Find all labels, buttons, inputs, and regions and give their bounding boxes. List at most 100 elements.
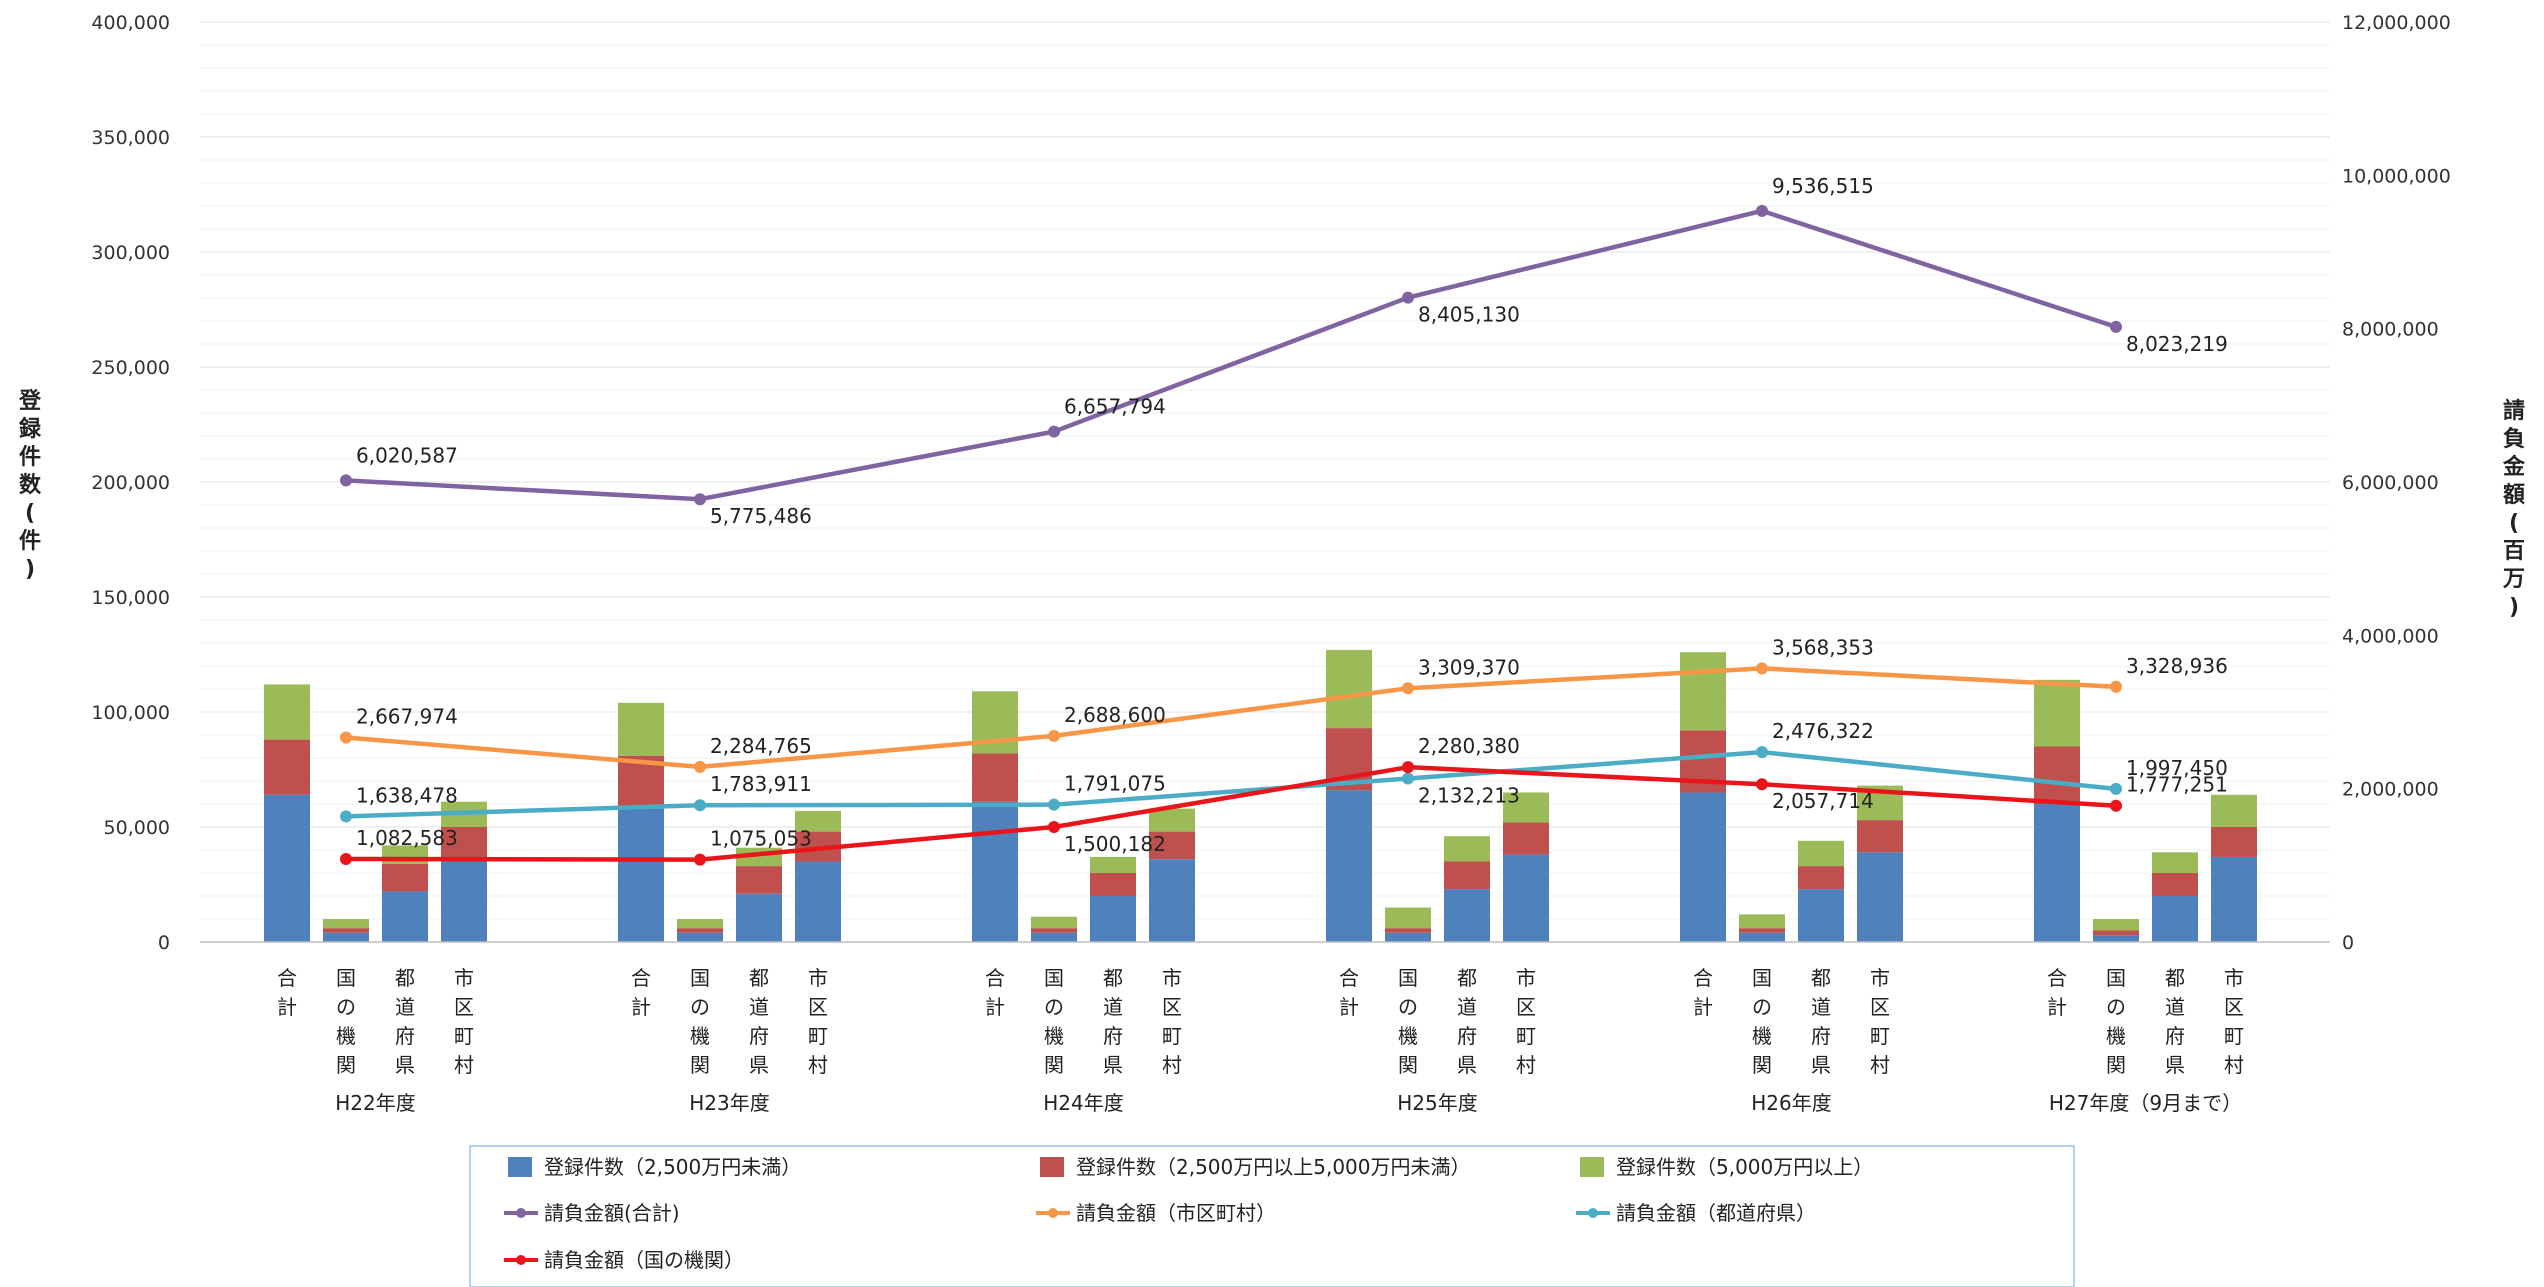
- category-label: 町: [1162, 1024, 1182, 1048]
- left-tick-label: 250,000: [91, 357, 170, 379]
- category-label: 村: [1516, 1053, 1536, 1077]
- category-label: 合: [631, 966, 651, 990]
- bar-segment: [2093, 930, 2139, 936]
- legend-label: 登録件数（5,000万円以上）: [1616, 1155, 1873, 1179]
- series-point: [340, 853, 352, 866]
- data-label: 2,057,714: [1772, 789, 1874, 813]
- data-label: 3,309,370: [1418, 655, 1520, 679]
- category-label: 計: [2047, 995, 2067, 1019]
- bar-segment: [264, 684, 310, 740]
- category-label: 国: [1398, 966, 1418, 990]
- category-label: の: [2106, 995, 2126, 1019]
- bar-segment: [2034, 679, 2080, 747]
- category-label: の: [690, 995, 710, 1019]
- legend-marker: [516, 1208, 526, 1218]
- bar-segment: [382, 863, 428, 892]
- bar-segment: [1680, 652, 1726, 731]
- category-label: 機: [336, 1024, 356, 1048]
- category-label: 関: [2106, 1053, 2126, 1077]
- category-label: 区: [454, 995, 474, 1019]
- category-label: 合: [277, 966, 297, 990]
- left-tick-label: 400,000: [91, 12, 170, 34]
- data-label: 1,082,583: [356, 826, 458, 850]
- data-label: 2,132,213: [1418, 784, 1520, 808]
- category-label: 国: [1044, 966, 1064, 990]
- group-label: H23年度: [689, 1091, 770, 1115]
- bars: [264, 649, 2257, 942]
- category-label: 機: [1752, 1024, 1772, 1048]
- category-label: 道: [1811, 995, 1831, 1019]
- category-label: 市: [1516, 966, 1536, 990]
- bar-segment: [1385, 907, 1431, 929]
- data-label: 1,783,911: [710, 772, 812, 796]
- series-point: [1048, 425, 1060, 438]
- category-label: 町: [2224, 1024, 2244, 1048]
- data-label: 2,280,380: [1418, 734, 1520, 758]
- category-label: 都: [1103, 966, 1123, 990]
- right-tick-label: 4,000,000: [2342, 625, 2439, 647]
- category-label: 村: [1162, 1053, 1182, 1077]
- bar-segment: [441, 861, 487, 942]
- data-label: 1,777,251: [2126, 773, 2228, 797]
- left-tick-label: 350,000: [91, 127, 170, 149]
- left-tick-label: 0: [158, 932, 170, 954]
- series-point: [340, 731, 352, 744]
- bar-segment: [1385, 928, 1431, 933]
- category-label: 市: [1870, 966, 1890, 990]
- series-point: [1048, 798, 1060, 811]
- series-point: [694, 853, 706, 866]
- category-label: 計: [1693, 995, 1713, 1019]
- bar-segment: [1444, 861, 1490, 890]
- category-label: 関: [1398, 1053, 1418, 1077]
- series-point: [1402, 682, 1414, 695]
- bar-segment: [2093, 935, 2139, 942]
- bar-segment: [1503, 792, 1549, 823]
- category-label: 区: [1516, 995, 1536, 1019]
- bar-segment: [1149, 808, 1195, 832]
- category-label: 市: [2224, 966, 2244, 990]
- bar-segment: [618, 702, 664, 756]
- bar-segment: [1149, 831, 1195, 860]
- data-label: 3,568,353: [1772, 635, 1874, 659]
- group-label: H25年度: [1397, 1091, 1478, 1115]
- category-label: 町: [1870, 1024, 1890, 1048]
- bar-segment: [323, 928, 369, 933]
- left-axis-title: 登録件数(件): [18, 389, 42, 582]
- category-label: 村: [454, 1053, 474, 1077]
- category-label: 町: [808, 1024, 828, 1048]
- category-label: 市: [1162, 966, 1182, 990]
- group-label: H24年度: [1043, 1091, 1124, 1115]
- lines: 6,020,587 5,775,486 6,657,794 8,405,130 9,53…: [340, 174, 2228, 866]
- bar-segment: [618, 808, 664, 942]
- legend-label: 請負金額（市区町村）: [1076, 1201, 1276, 1225]
- category-label: 県: [749, 1053, 769, 1077]
- category-label: の: [336, 995, 356, 1019]
- bar-segment: [1090, 896, 1136, 942]
- bar-segment: [323, 919, 369, 929]
- category-label: 計: [631, 995, 651, 1019]
- category-label: 国: [690, 966, 710, 990]
- bar-segment: [1739, 932, 1785, 942]
- category-label: 都: [749, 966, 769, 990]
- bar-segment: [677, 932, 723, 942]
- category-label: 府: [1457, 1024, 1477, 1048]
- series-point: [1756, 746, 1768, 759]
- bar-segment: [972, 801, 1018, 942]
- left-tick-label: 200,000: [91, 472, 170, 494]
- bar-segment: [382, 891, 428, 942]
- right-tick-label: 10,000,000: [2342, 165, 2451, 187]
- legend-swatch: [1580, 1157, 1604, 1177]
- category-label: 府: [395, 1024, 415, 1048]
- left-tick-label: 300,000: [91, 242, 170, 264]
- bar-segment: [1444, 889, 1490, 942]
- series-line: [345, 764, 2117, 862]
- legend-label: 請負金額（国の機関）: [544, 1248, 744, 1272]
- category-label: 市: [454, 966, 474, 990]
- bar-segment: [972, 753, 1018, 802]
- legend-label: 請負金額(合計): [544, 1201, 680, 1225]
- series-point: [1756, 778, 1768, 791]
- data-label: 2,667,974: [356, 704, 458, 728]
- category-label: 道: [1103, 995, 1123, 1019]
- category-label: の: [1752, 995, 1772, 1019]
- bar-segment: [1090, 856, 1136, 873]
